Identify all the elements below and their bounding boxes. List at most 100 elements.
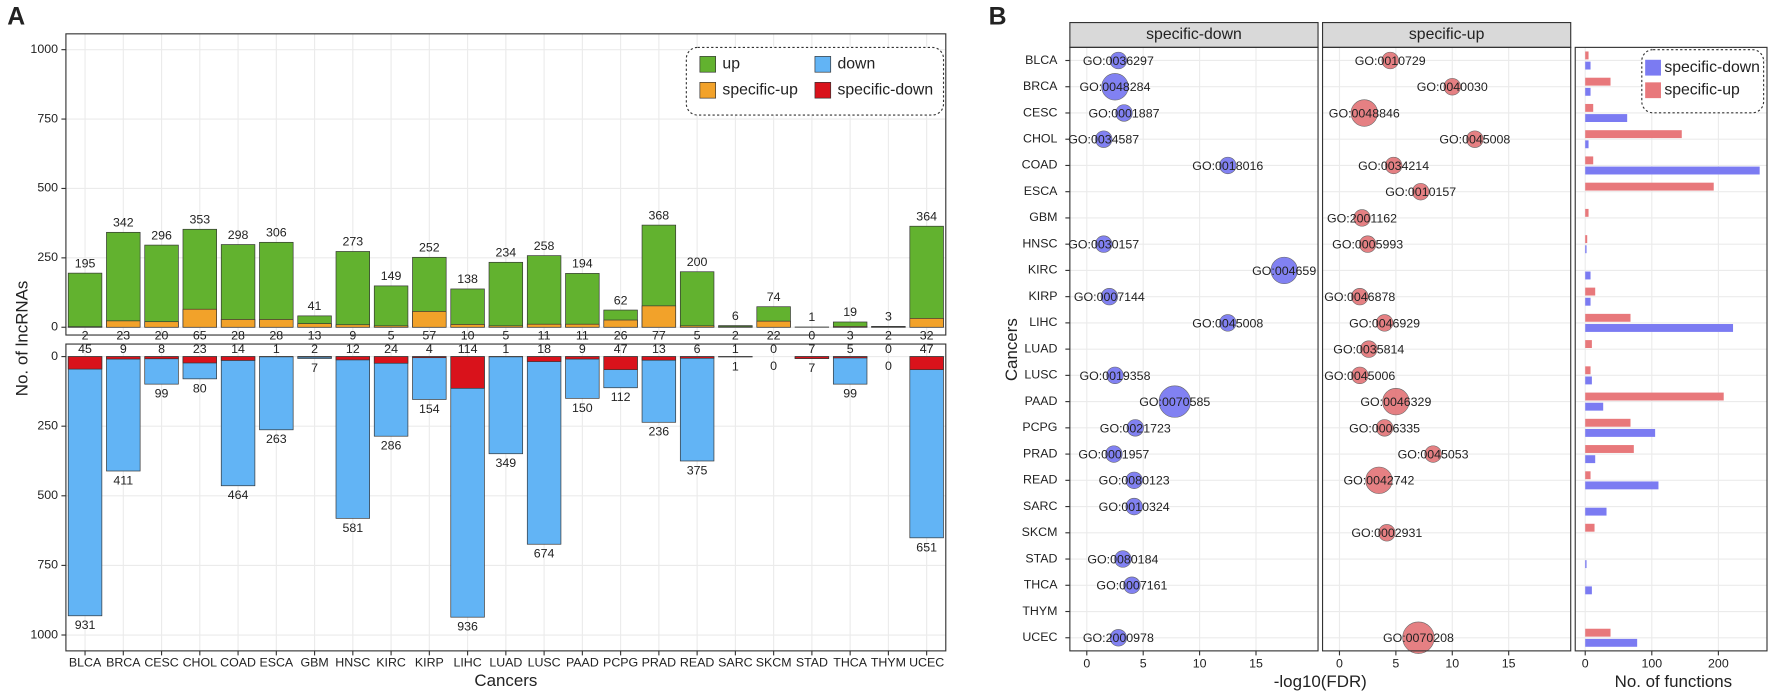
value-label: 149 xyxy=(381,269,402,283)
legend-label: down xyxy=(837,55,875,72)
value-label: 252 xyxy=(419,241,440,255)
bar xyxy=(1585,376,1592,385)
point-label: GO:0070208 xyxy=(1383,631,1454,645)
point-label: GO:0045006 xyxy=(1324,369,1395,383)
x-tick-label: KIRP xyxy=(415,656,444,670)
bar xyxy=(641,356,677,361)
bar xyxy=(67,272,103,328)
x-tick-label: 0 xyxy=(1336,657,1343,671)
value-label: 5 xyxy=(847,342,854,356)
value-label: 0 xyxy=(885,342,892,356)
bar xyxy=(1585,103,1594,112)
value-label: 3 xyxy=(885,310,892,324)
value-label: 349 xyxy=(496,456,517,470)
y-tick-label: BLCA xyxy=(1025,53,1058,67)
facet-title: specific-down xyxy=(1146,26,1242,43)
point xyxy=(1412,183,1430,201)
x-tick-label: HNSC xyxy=(335,656,370,670)
value-label: 236 xyxy=(649,425,670,439)
y-tick-label: 0 xyxy=(51,320,58,334)
value-label: 342 xyxy=(113,216,134,230)
value-label: 14 xyxy=(231,342,245,356)
point xyxy=(1095,130,1113,148)
bar xyxy=(565,356,600,360)
point xyxy=(1219,314,1237,332)
bar xyxy=(1585,130,1682,139)
point-label: GO:0045008 xyxy=(1439,133,1510,147)
point xyxy=(1114,550,1132,568)
point xyxy=(1466,130,1484,148)
plot-frame xyxy=(1321,46,1572,652)
x-tick-label: 0 xyxy=(1083,657,1090,671)
bar xyxy=(1585,586,1592,595)
bar xyxy=(335,356,371,361)
y-axis-title: Cancers xyxy=(1002,318,1021,381)
bar xyxy=(1585,340,1592,348)
point-label: GO:0018016 xyxy=(1192,159,1263,173)
point xyxy=(1424,445,1442,463)
point xyxy=(1360,340,1378,358)
panel-label: B xyxy=(989,4,1007,31)
bar xyxy=(259,356,294,431)
bar xyxy=(1585,481,1659,490)
value-label: 1 xyxy=(732,342,739,356)
y-tick-label: 0 xyxy=(51,349,58,363)
bar xyxy=(832,356,868,385)
x-tick-label: THYM xyxy=(871,656,906,670)
value-label: 154 xyxy=(419,402,440,416)
bar xyxy=(106,356,141,360)
value-label: 62 xyxy=(614,293,628,307)
bar xyxy=(373,285,409,328)
x-tick-label: 15 xyxy=(1502,657,1516,671)
bar xyxy=(182,356,217,364)
y-tick-label: 250 xyxy=(37,250,58,264)
bar xyxy=(259,241,294,328)
point-label: GO:004659 xyxy=(1252,264,1316,278)
bar xyxy=(1585,271,1591,280)
x-tick-label: 5 xyxy=(1392,657,1399,671)
y-tick-label: THYM xyxy=(1022,604,1057,618)
point-label: GO:0005993 xyxy=(1332,238,1403,252)
point xyxy=(1402,621,1435,654)
x-tick-label: 200 xyxy=(1708,657,1729,671)
bar xyxy=(220,356,256,361)
value-label: 1 xyxy=(732,359,739,373)
bar xyxy=(1585,628,1611,637)
point xyxy=(1375,314,1394,332)
point-label: GO:0080184 xyxy=(1087,552,1158,566)
x-tick-label: 5 xyxy=(1140,657,1147,671)
value-label: 99 xyxy=(843,387,857,401)
value-label: 258 xyxy=(534,239,555,253)
point xyxy=(1106,366,1124,384)
bar xyxy=(641,356,677,423)
point-label: GO:0010157 xyxy=(1385,185,1456,199)
legend-swatch xyxy=(699,56,717,73)
y-tick-label: PCPG xyxy=(1022,420,1057,434)
plot-frame xyxy=(1574,46,1768,652)
value-label: 651 xyxy=(916,540,937,554)
bar xyxy=(909,356,944,371)
y-tick-label: 500 xyxy=(37,488,58,502)
point-label: GO:0042742 xyxy=(1343,474,1414,488)
value-label: 7 xyxy=(311,361,318,375)
bar xyxy=(1585,560,1587,569)
value-label: 931 xyxy=(75,618,96,632)
value-label: 273 xyxy=(342,235,363,249)
point xyxy=(1365,466,1393,494)
bar xyxy=(67,326,103,328)
bar xyxy=(1585,523,1595,532)
facet-title: specific-up xyxy=(1409,26,1485,43)
x-tick-label: LIHC xyxy=(453,656,481,670)
legend-label: up xyxy=(722,55,740,72)
x-tick-label: SKCM xyxy=(756,656,792,670)
point-label: GO:0034214 xyxy=(1358,159,1429,173)
value-label: 18 xyxy=(537,342,551,356)
value-label: 12 xyxy=(346,342,360,356)
facet-strip xyxy=(1321,21,1572,48)
value-label: 1 xyxy=(808,310,815,324)
bar xyxy=(106,356,141,472)
value-label: 298 xyxy=(228,228,249,242)
point-label: GO:0045008 xyxy=(1192,316,1263,330)
bar xyxy=(373,356,409,437)
